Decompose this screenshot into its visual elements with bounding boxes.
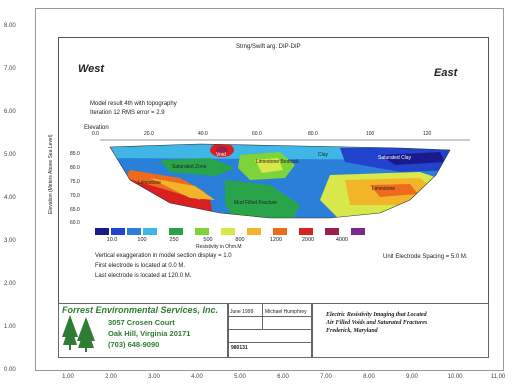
x-label: 9.00 (406, 374, 418, 380)
limestone-right-annotation: Limestone (372, 186, 396, 192)
limestone-left-edge (150, 178, 215, 200)
distance-tick: 0.0 (92, 131, 99, 137)
legend-value: 250 (169, 237, 179, 243)
info-block (227, 303, 313, 358)
legend-value: 500 (203, 237, 213, 243)
limestone-bedrock-annotation: Limestone Bedrock (256, 159, 299, 165)
saturated-zone-annotation: Saturated Zone (172, 164, 207, 170)
y-label: 2.00 (4, 281, 16, 287)
saturated-clay-annotation: Saturated Clay (378, 155, 412, 161)
void-annotation: Void (216, 152, 226, 158)
legend-swatch (95, 228, 109, 235)
note-first-electrode: First electrode is located at 0.0 M. (95, 263, 186, 269)
legend-swatch (195, 228, 209, 235)
distance-tick: 20.0 (144, 131, 154, 137)
clay-annotation: Clay (318, 152, 329, 158)
distance-tick: 60.0 (252, 131, 262, 137)
company-city: Oak Hill, Virginia 20171 (108, 329, 191, 338)
legend-swatch (169, 228, 183, 235)
x-label: 1.00 (62, 374, 74, 380)
depth-tick: 75.0 (70, 179, 80, 185)
depth-tick: 60.0 (70, 220, 80, 226)
distance-tick: 100 (366, 131, 375, 137)
drawing-title-line-3: Frederick, Maryland (326, 328, 378, 334)
distance-tick: 120 (423, 131, 432, 137)
y-label: 0.00 (4, 367, 16, 373)
depth-tick: 70.0 (70, 193, 80, 199)
legend-value: 800 (235, 237, 245, 243)
company-name: Forrest Environmental Services, Inc. (62, 305, 219, 315)
note-last-electrode: Last electrode is located at 120.0 M. (95, 273, 192, 279)
distance-tick: 80.0 (308, 131, 318, 137)
legend-swatch (221, 228, 235, 235)
drawing-title-line-1: Electric Resistivity Imaging that Locate… (326, 312, 427, 318)
drawn-by-value: Michael Humphrey (265, 309, 307, 315)
limestone-left-annotation: Limestone (138, 180, 162, 186)
x-label: 11.00 (490, 374, 506, 380)
legend-swatch (325, 228, 339, 235)
note-vertical-exaggeration: Vertical exaggeration in model section d… (95, 253, 232, 259)
depth-tick: 65.0 (70, 207, 80, 213)
y-label: 7.00 (4, 66, 16, 72)
void-core (216, 146, 228, 154)
legend-value: 1200 (269, 237, 283, 243)
company-block (58, 303, 229, 358)
date-value: June 1999 (230, 309, 254, 315)
legend-swatch (299, 228, 313, 235)
depth-tick: 85.0 (70, 151, 80, 157)
legend-value: 2000 (301, 237, 315, 243)
project-number: 980131 (231, 345, 248, 351)
x-label: 3.00 (148, 374, 160, 380)
saturated-zone-area (160, 158, 235, 176)
legend-value: 100 (137, 237, 147, 243)
legend-caption: Resistivity in Ohm.M (196, 244, 242, 250)
y-label: 5.00 (4, 152, 16, 158)
y-label: 8.00 (4, 23, 16, 29)
legend-swatch (351, 228, 365, 235)
limestone-bedrock-core (255, 158, 283, 173)
y-label: 1.00 (4, 324, 16, 330)
legend-value: 4000 (335, 237, 349, 243)
x-label: 8.00 (363, 374, 375, 380)
legend-swatch (273, 228, 287, 235)
limestone-right-center (370, 184, 418, 197)
east-label: East (434, 67, 458, 79)
elevation-label: Elevation (84, 125, 109, 131)
section-title: Strng/Swift arg: DIP-DIP (236, 44, 301, 50)
depth-tick: 80.0 (70, 165, 80, 171)
x-label: 10.00 (447, 374, 463, 380)
west-label: West (78, 63, 105, 75)
tree-logo-icon (62, 315, 95, 352)
x-label: 4.00 (191, 374, 203, 380)
legend-swatch (127, 228, 141, 235)
legend-swatch (143, 228, 157, 235)
x-label: 6.00 (277, 374, 289, 380)
model-note-1: Model result 4th with topography (90, 101, 177, 107)
mud-fracture-annotation: Mud Filled Fracture (234, 200, 278, 206)
saturated-clay-zone (380, 152, 445, 165)
model-note-2: Iteration 12 RMS error = 2.9 (90, 110, 165, 116)
note-electrode-spacing: Unit Electrode Spacing = 5.0 M. (383, 254, 468, 260)
drawing-title-block (311, 303, 489, 358)
legend-value: 10.0 (106, 237, 118, 243)
section-outline (109, 143, 451, 219)
y-label: 3.00 (4, 238, 16, 244)
x-label: 2.00 (105, 374, 117, 380)
mud-fracture-zone (225, 180, 300, 218)
y-label: 6.00 (4, 109, 16, 115)
legend-swatch (111, 228, 125, 235)
x-label: 5.00 (234, 374, 246, 380)
company-phone: (703) 648-9090 (108, 340, 160, 349)
legend-swatch (247, 228, 261, 235)
company-street: 3057 Crosen Court (108, 318, 175, 327)
drawing-title-line-2: Air Filled Voids and Saturated Fractures (326, 320, 428, 326)
y-label: 4.00 (4, 195, 16, 201)
distance-tick: 40.0 (198, 131, 208, 137)
x-label: 7.00 (320, 374, 332, 380)
